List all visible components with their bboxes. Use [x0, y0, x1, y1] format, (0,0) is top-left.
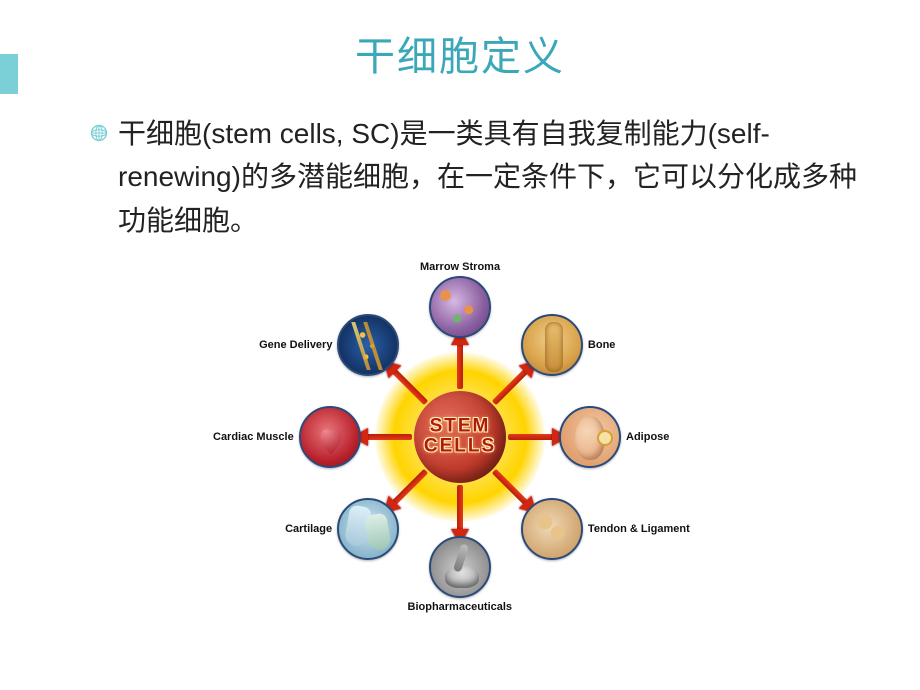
diagram-node-biopharm — [429, 536, 491, 598]
body-text: 干细胞(stem cells, SC)是一类具有自我复制能力(self-rene… — [118, 112, 860, 242]
accent-bar — [0, 54, 18, 94]
diagram-node-label: Adipose — [626, 431, 669, 443]
center-label: STEM CELLS — [424, 416, 496, 456]
slide-title: 干细胞定义 — [0, 0, 920, 82]
diagram-node-tendon — [521, 498, 583, 560]
bullet-row: 干细胞(stem cells, SC)是一类具有自我复制能力(self-rene… — [90, 112, 860, 242]
diagram-node-label: Tendon & Ligament — [588, 523, 690, 535]
diagram-node-label: Gene Delivery — [259, 339, 332, 351]
diagram-node-label: Marrow Stroma — [420, 261, 500, 273]
diagram-node-cartilage — [337, 498, 399, 560]
bullet-icon — [90, 124, 108, 142]
diagram-node-gene — [337, 314, 399, 376]
body-block: 干细胞(stem cells, SC)是一类具有自我复制能力(self-rene… — [0, 82, 920, 242]
diagram-node-bone — [521, 314, 583, 376]
diagram-node-adipose — [559, 406, 621, 468]
diagram-node-cardiac — [299, 406, 361, 468]
stem-cells-diagram: STEM CELLS Marrow StromaBoneAdiposeTendo… — [265, 252, 655, 622]
diagram-node-label: Bone — [588, 339, 616, 351]
diagram-node-label: Cartilage — [285, 523, 332, 535]
diagram-node-marrow_stroma — [429, 276, 491, 338]
diagram-node-label: Cardiac Muscle — [213, 431, 294, 443]
diagram-node-label: Biopharmaceuticals — [408, 601, 513, 613]
